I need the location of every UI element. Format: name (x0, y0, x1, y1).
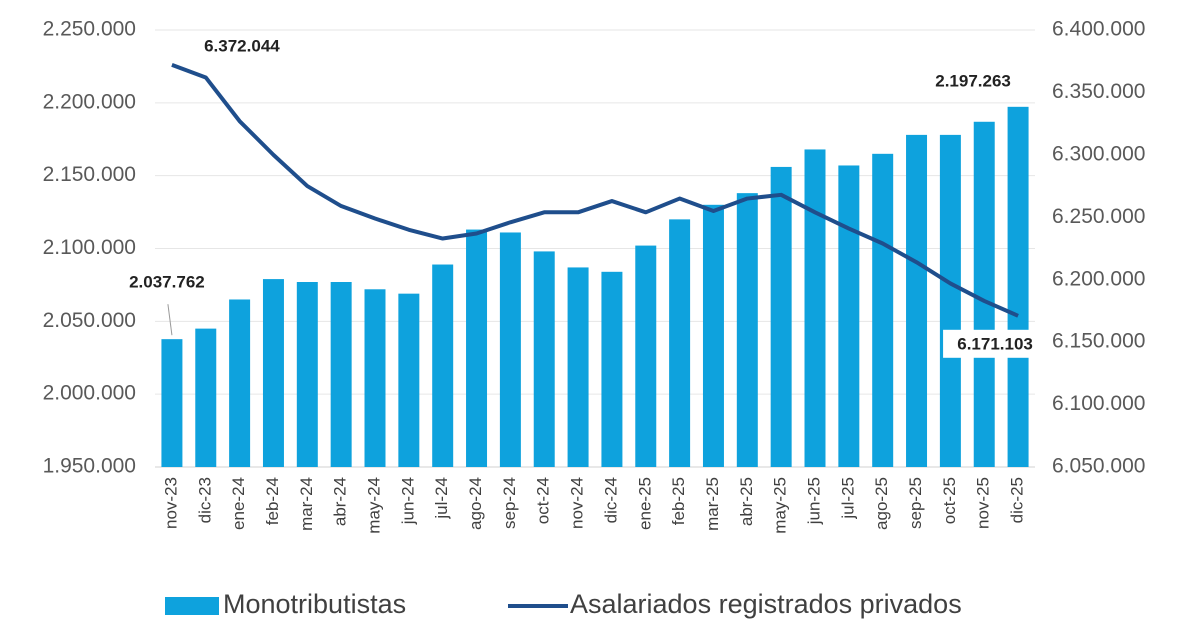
bar (229, 299, 251, 467)
bar (736, 193, 758, 467)
y2-tick-label: 6.400.000 (1052, 18, 1145, 41)
y-tick-label: 1.950.000 (43, 455, 136, 478)
bar (635, 245, 657, 467)
x-tick-label: ago-25 (872, 477, 891, 530)
x-tick-label: ene-24 (229, 477, 248, 530)
leader-line (167, 304, 173, 336)
y-tick-label: 2.000.000 (43, 382, 136, 405)
legend-swatch (165, 597, 219, 615)
x-tick-label: may-24 (364, 477, 383, 534)
bar (567, 267, 589, 467)
x-tick-label: sep-25 (906, 477, 925, 529)
bar (770, 166, 792, 467)
bar (838, 165, 860, 467)
bar (533, 251, 555, 467)
x-tick-label: mar-24 (297, 477, 316, 531)
legend-label: Monotributistas (223, 589, 406, 619)
y2-tick-label: 6.150.000 (1052, 330, 1145, 353)
line (171, 63, 1019, 318)
bar (804, 149, 826, 468)
bar (973, 121, 995, 468)
x-tick-label: sep-24 (500, 477, 519, 529)
bar (939, 134, 961, 467)
data-label: 2.037.762 (129, 273, 205, 292)
x-tick-label: mar-25 (703, 477, 722, 531)
x-tick-label: feb-24 (263, 477, 282, 525)
x-tick-label: dic-25 (1008, 477, 1027, 523)
x-tick-label: dic-23 (195, 477, 214, 523)
x-tick-label: abr-25 (737, 477, 756, 526)
bar (195, 328, 217, 467)
x-tick-label: jun-24 (398, 477, 417, 525)
bar (296, 282, 318, 467)
x-tick-label: oct-24 (534, 477, 553, 524)
x-tick-label: abr-24 (331, 477, 350, 526)
y2-tick-label: 6.100.000 (1052, 392, 1145, 415)
legend-label: Asalariados registrados privados (570, 589, 962, 619)
bar (161, 339, 183, 467)
label-bg (943, 329, 1048, 358)
bar (364, 289, 386, 467)
y-tick-label: 2.200.000 (43, 90, 136, 113)
x-tick-label: jul-24 (432, 477, 451, 520)
x-tick-label: feb-25 (669, 477, 688, 525)
bar (702, 204, 724, 468)
bar (499, 232, 521, 467)
x-tick-label: jul-25 (838, 477, 857, 520)
bar (601, 271, 623, 467)
bar (432, 264, 454, 467)
bar (872, 153, 894, 468)
y2-tick-label: 6.350.000 (1052, 80, 1145, 103)
y-tick-label: 2.150.000 (43, 163, 136, 186)
x-tick-label: oct-25 (940, 477, 959, 524)
y-tick-label: 2.100.000 (43, 236, 136, 259)
x-tick-label: nov-24 (568, 477, 587, 529)
x-tick-label: dic-24 (601, 477, 620, 523)
data-label: 6.171.103 (957, 334, 1033, 353)
x-tick-label: may-25 (771, 477, 790, 534)
bar (466, 229, 488, 467)
bar (906, 134, 928, 467)
x-tick-label: nov-23 (161, 477, 180, 529)
y2-tick-label: 6.050.000 (1052, 455, 1145, 478)
x-tick-label: ago-24 (466, 477, 485, 530)
x-tick-label: jun-25 (804, 477, 823, 525)
data-label: 6.372.044 (204, 36, 280, 55)
bar (262, 279, 284, 467)
y2-tick-label: 6.300.000 (1052, 142, 1145, 165)
bar (1007, 106, 1029, 468)
y2-tick-label: 6.200.000 (1052, 267, 1145, 290)
y-tick-label: 2.250.000 (43, 18, 136, 41)
y-tick-label: 2.050.000 (43, 309, 136, 332)
x-tick-label: nov-25 (974, 477, 993, 529)
y2-tick-label: 6.250.000 (1052, 205, 1145, 228)
bar (398, 293, 420, 467)
data-label: 2.197.263 (935, 71, 1011, 90)
bar (330, 282, 352, 467)
bar (669, 219, 691, 467)
x-tick-label: ene-25 (635, 477, 654, 530)
